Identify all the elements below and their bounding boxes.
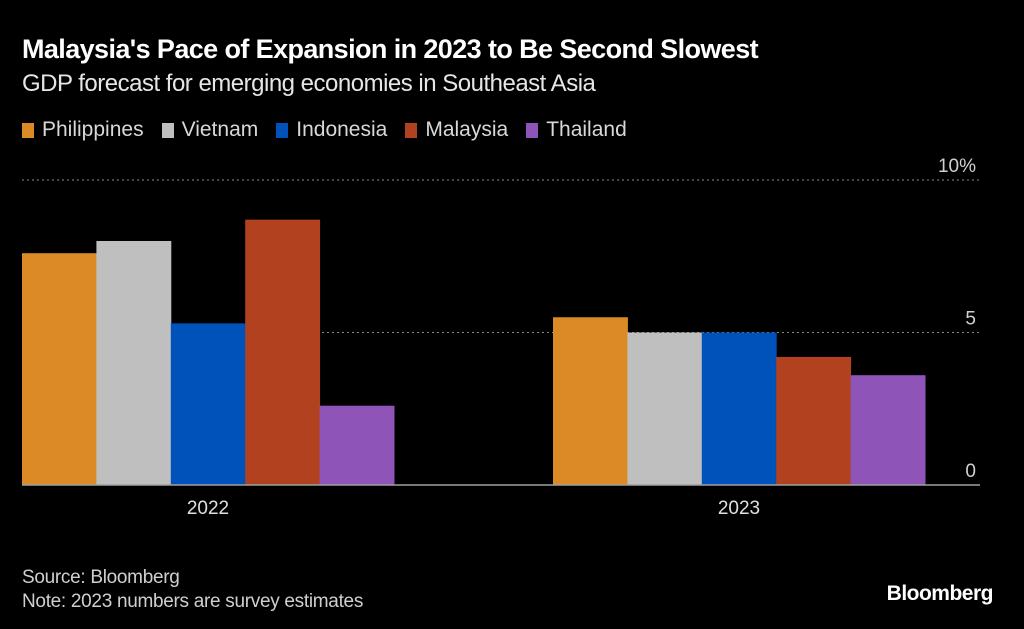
y-tick-label: 10% bbox=[938, 156, 976, 177]
legend-label: Indonesia bbox=[296, 118, 388, 141]
legend-item-thailand: Thailand bbox=[526, 118, 627, 142]
y-tick-label: 0 bbox=[965, 461, 976, 482]
legend-swatch bbox=[526, 122, 539, 138]
legend-label: Thailand bbox=[546, 118, 627, 141]
legend-swatch bbox=[161, 122, 174, 138]
chart-title: Malaysia's Pace of Expansion in 2023 to … bbox=[22, 34, 759, 64]
footnote: Note: 2023 numbers are survey estimates bbox=[22, 591, 364, 612]
y-tick-label: 5 bbox=[965, 309, 976, 330]
legend-swatch bbox=[22, 122, 34, 138]
bar-thailand-2022 bbox=[319, 405, 395, 485]
legend-label: Vietnam bbox=[181, 118, 259, 141]
footer: Source: Bloomberg Note: 2023 numbers are… bbox=[22, 566, 363, 614]
x-tick-label: 2023 bbox=[718, 498, 760, 519]
legend-swatch bbox=[276, 122, 289, 138]
legend-label: Philippines bbox=[42, 118, 144, 141]
source-note: Source: Bloomberg bbox=[22, 567, 180, 588]
bar-vietnam-2022 bbox=[96, 241, 172, 485]
legend-label: Malaysia bbox=[425, 118, 509, 141]
legend-swatch bbox=[405, 122, 418, 138]
bar-philippines-2022 bbox=[22, 253, 97, 485]
chart-subtitle: GDP forecast for emerging economies in S… bbox=[22, 70, 596, 97]
bar-indonesia-2023 bbox=[701, 332, 777, 485]
bloomberg-logo: Bloomberg bbox=[886, 582, 994, 605]
x-tick-label: 2022 bbox=[187, 498, 229, 519]
bar-malaysia-2022 bbox=[245, 219, 321, 485]
bar-malaysia-2023 bbox=[776, 356, 852, 485]
legend: Philippines Vietnam Indonesia Malaysia Thail… bbox=[22, 118, 645, 142]
bar-philippines-2023 bbox=[553, 317, 628, 485]
legend-item-vietnam: Vietnam bbox=[161, 118, 259, 142]
bar-thailand-2023 bbox=[850, 375, 926, 485]
legend-item-philippines: Philippines bbox=[22, 118, 144, 142]
legend-item-indonesia: Indonesia bbox=[276, 118, 387, 142]
bar-vietnam-2023 bbox=[627, 332, 703, 485]
bar-indonesia-2022 bbox=[170, 323, 246, 485]
legend-item-malaysia: Malaysia bbox=[405, 118, 508, 142]
